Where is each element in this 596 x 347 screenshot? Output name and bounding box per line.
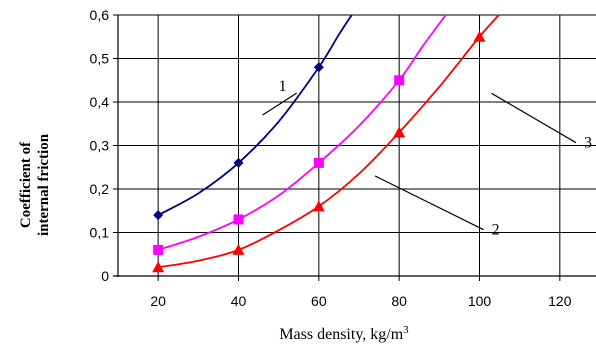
y-tick-label: 0,4 bbox=[90, 94, 110, 110]
series-label-1: 1 bbox=[279, 78, 287, 95]
y-tick-label: 0 bbox=[101, 268, 109, 284]
leader-line-2 bbox=[374, 175, 484, 231]
leader-line-3 bbox=[491, 92, 577, 144]
annotations: 1 2 3 bbox=[262, 78, 592, 239]
data-point-square bbox=[153, 244, 164, 255]
series-3 bbox=[152, 14, 500, 273]
tick-labels: 0 0,1 0,2 0,3 0,4 0,5 0,6 20 40 60 80 100 120 bbox=[90, 7, 572, 309]
data-point-triangle bbox=[232, 243, 245, 255]
y-axis-title-line1: Coefficient of bbox=[18, 141, 34, 228]
data-point-diamond bbox=[313, 62, 324, 73]
series-line-3 bbox=[158, 14, 500, 269]
leader-line-1 bbox=[262, 92, 298, 116]
series-label-3: 3 bbox=[584, 135, 592, 152]
y-axis-title-group: Coefficient of internal friction bbox=[18, 133, 52, 236]
data-point-triangle bbox=[312, 200, 325, 212]
y-tick-label: 0,1 bbox=[90, 225, 110, 241]
grid-lines bbox=[118, 14, 596, 276]
y-tick-label: 0,2 bbox=[90, 181, 110, 197]
data-point-triangle bbox=[152, 261, 165, 273]
x-tick-label: 40 bbox=[231, 293, 247, 309]
data-point-triangle bbox=[393, 126, 406, 138]
data-point-diamond bbox=[233, 157, 244, 168]
data-point-square bbox=[233, 214, 244, 225]
data-point-square bbox=[394, 75, 405, 86]
y-tick-label: 0,5 bbox=[90, 51, 110, 67]
series-group bbox=[152, 14, 500, 273]
series-1 bbox=[153, 14, 353, 221]
y-axis-title-line2: internal friction bbox=[36, 133, 52, 236]
x-axis-title: Mass density, kg/m3 bbox=[279, 324, 409, 343]
axes bbox=[113, 14, 596, 281]
series-line-1 bbox=[157, 14, 353, 216]
x-axis-title-superscript: 3 bbox=[403, 324, 409, 336]
x-tick-label: 60 bbox=[311, 293, 327, 309]
y-tick-label: 0,3 bbox=[90, 138, 110, 154]
data-point-diamond bbox=[153, 210, 164, 221]
data-point-square bbox=[313, 157, 324, 168]
data-point-triangle bbox=[473, 30, 486, 42]
series-label-2: 2 bbox=[492, 222, 500, 239]
x-tick-label: 80 bbox=[391, 293, 407, 309]
y-tick-label: 0,6 bbox=[90, 7, 110, 23]
series-2 bbox=[153, 14, 447, 255]
x-tick-label: 100 bbox=[468, 293, 492, 309]
x-tick-label: 120 bbox=[548, 293, 572, 309]
x-tick-label: 20 bbox=[150, 293, 166, 309]
